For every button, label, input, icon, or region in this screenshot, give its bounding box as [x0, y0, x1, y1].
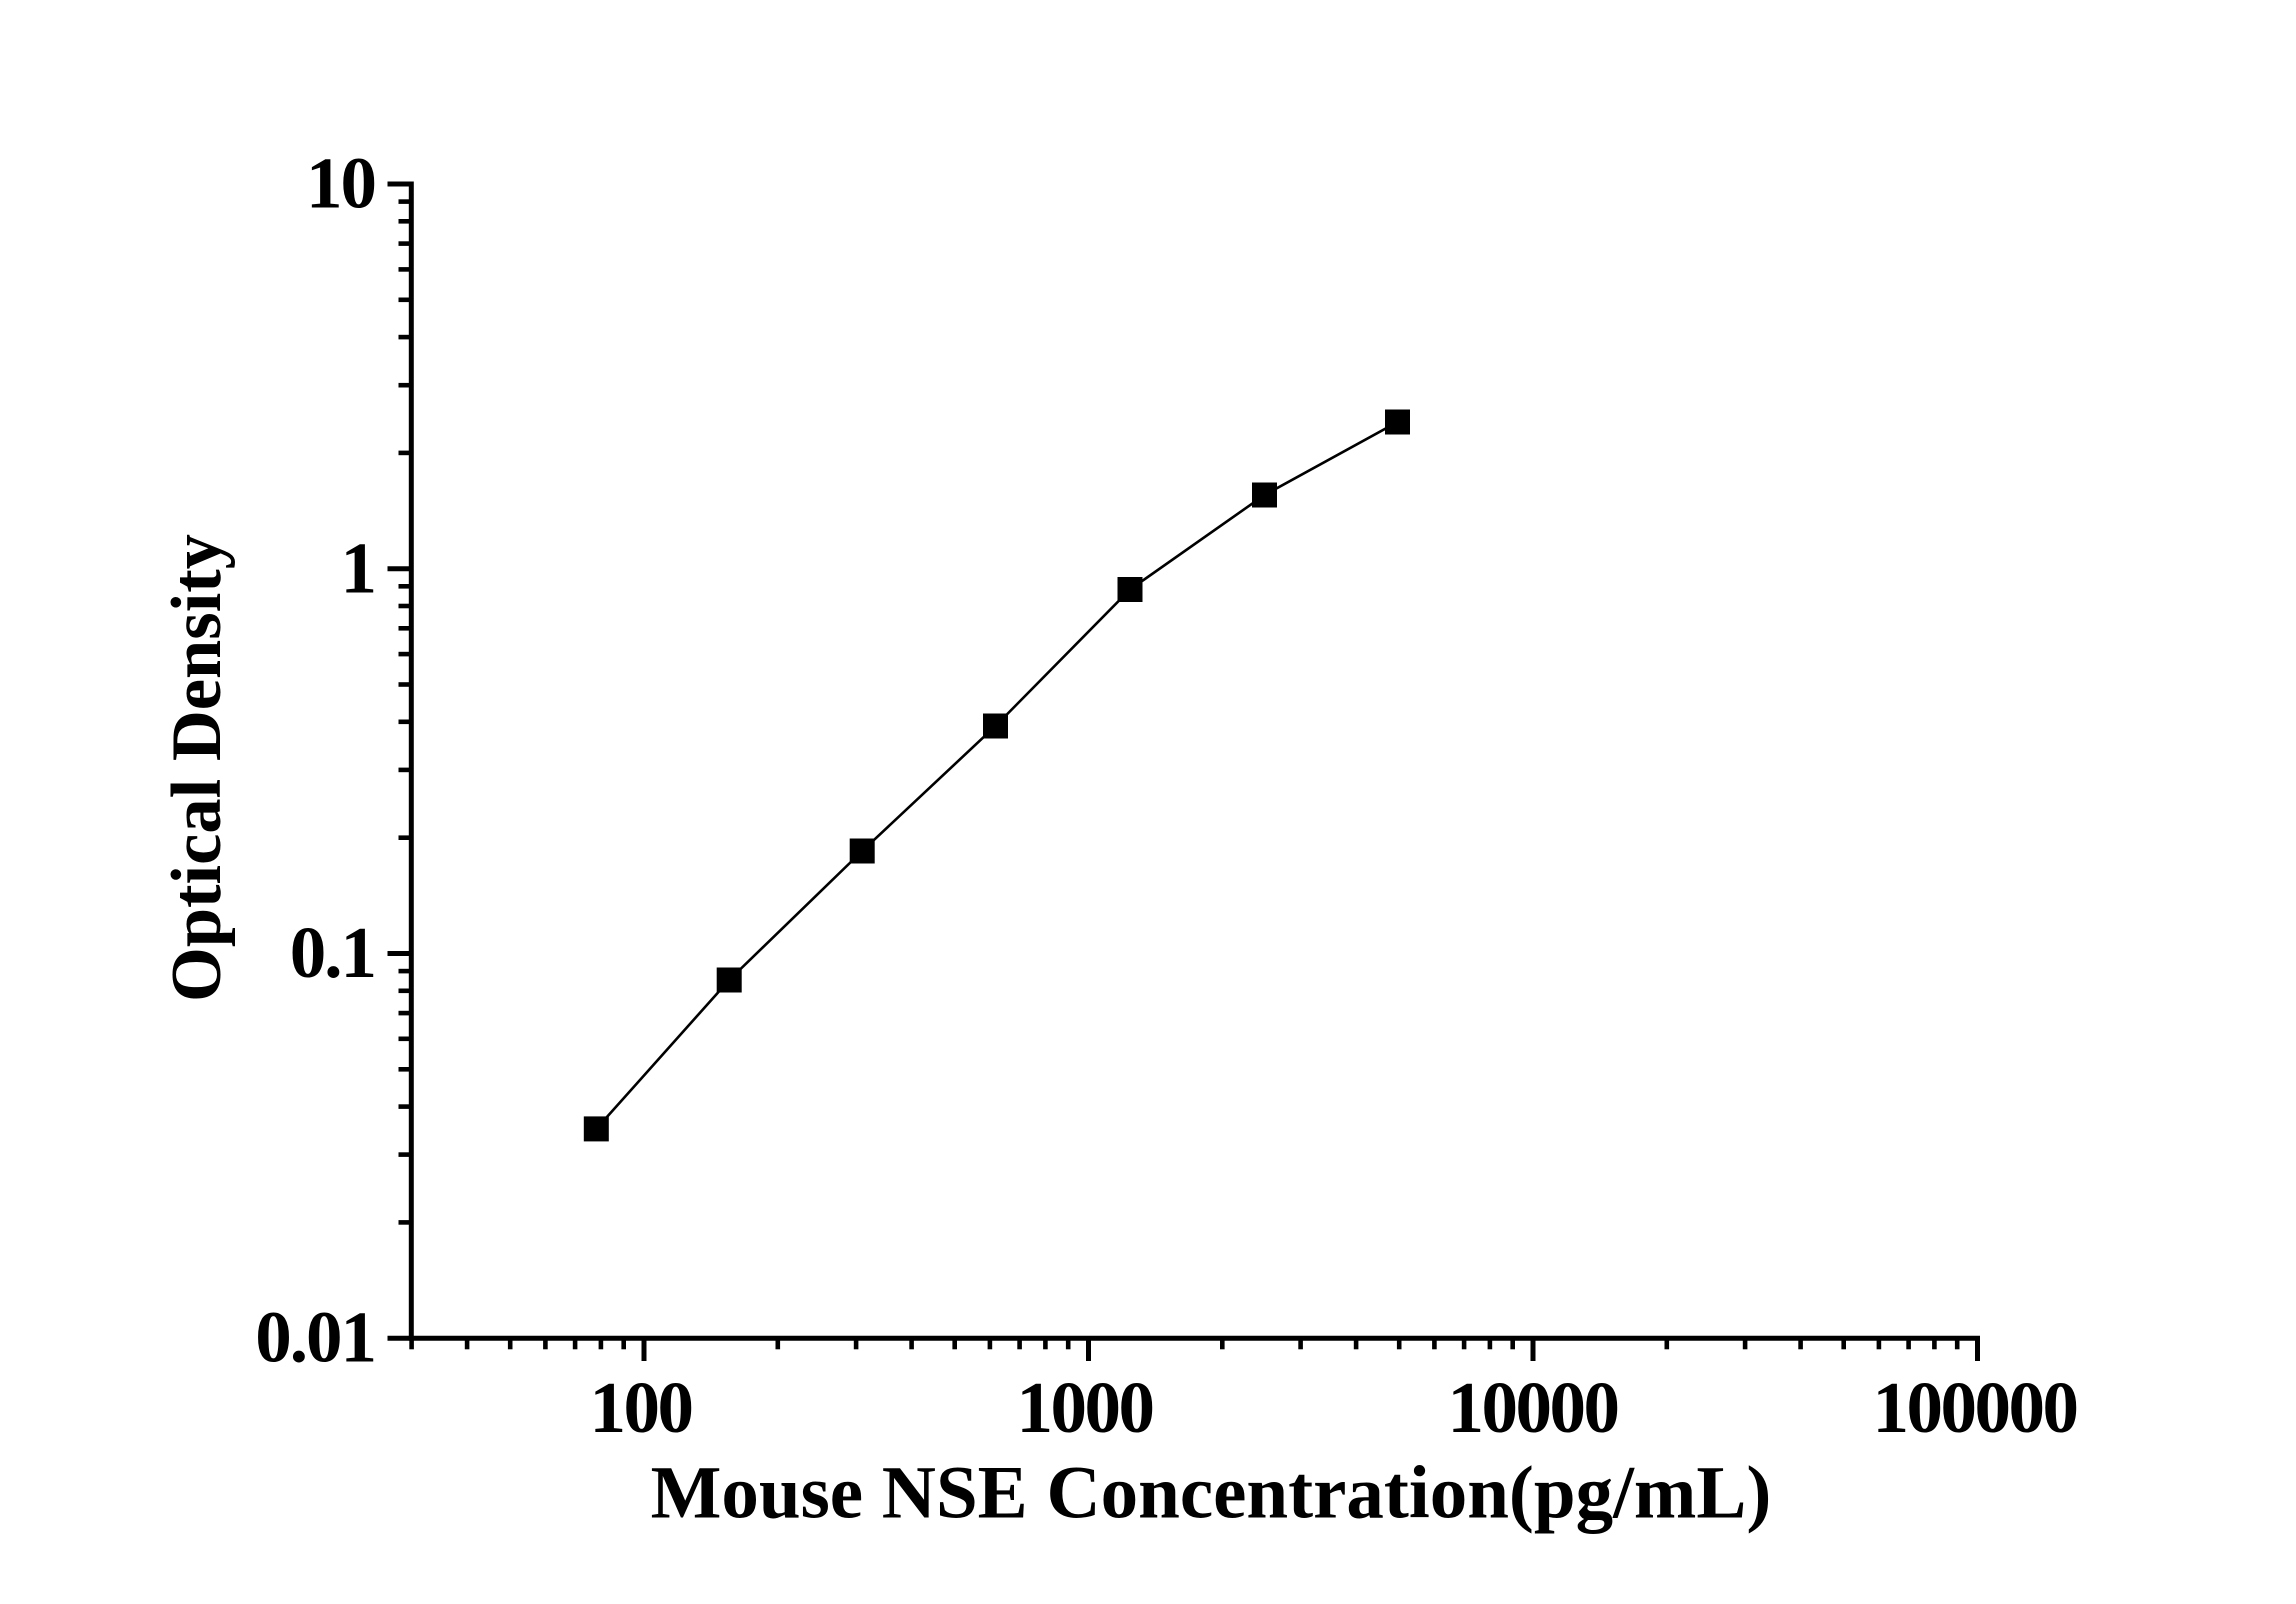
- svg-text:0.01: 0.01: [255, 1297, 375, 1378]
- svg-text:1000: 1000: [1017, 1367, 1153, 1448]
- svg-text:1: 1: [341, 527, 376, 608]
- svg-text:0.1: 0.1: [290, 912, 375, 993]
- svg-text:100: 100: [590, 1367, 692, 1448]
- svg-text:Mouse NSE Concentration(pg/mL): Mouse NSE Concentration(pg/mL): [651, 1452, 1772, 1535]
- svg-text:Optical Density: Optical Density: [158, 534, 236, 1002]
- svg-text:10: 10: [306, 143, 375, 224]
- svg-text:100000: 100000: [1873, 1367, 2077, 1448]
- svg-text:10000: 10000: [1448, 1367, 1618, 1448]
